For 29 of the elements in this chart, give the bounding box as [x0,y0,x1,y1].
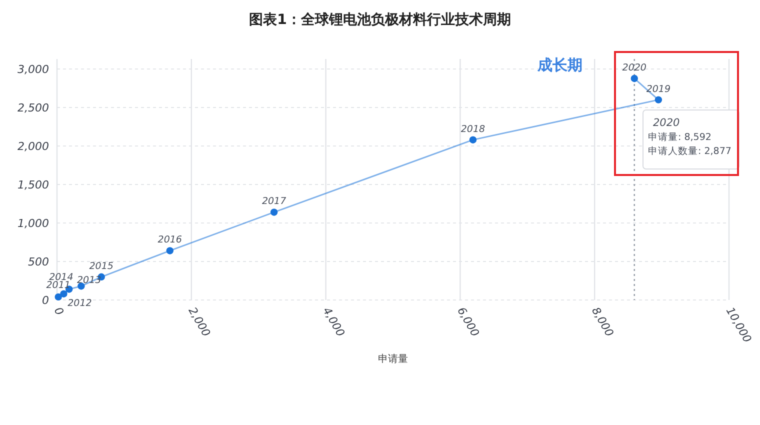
point [630,74,638,82]
point [166,247,174,254]
annotation: 2019 [646,84,671,95]
annotation: 申请人数量: 2,877 [648,145,732,157]
y-tick-label: 500 [28,256,49,268]
chart-title: 图表1：全球锂电池负极材料行业技术周期 [249,12,511,28]
point [469,136,477,144]
y-tick-label: 2,500 [18,102,49,114]
annotation: 成长期 [536,56,582,74]
y-tick-label: 1,000 [18,217,49,230]
annotation: 2012 [68,298,92,309]
annotation: 2015 [89,260,114,272]
annotation: 2018 [460,124,486,135]
annotation: 2016 [158,234,182,246]
point [54,293,62,301]
annotation: 2011 [46,280,70,291]
y-tick-label: 3,000 [18,63,49,76]
point [654,96,662,104]
y-tick-label: 0 [42,294,49,307]
annotation: 2020 [653,117,680,129]
y-tick-label: 1,500 [18,178,49,192]
y-tick-label: 2,000 [18,140,49,153]
point [60,290,68,298]
annotation: 申请量: 8,592 [648,131,712,143]
annotation: 2020 [622,62,646,74]
point [270,208,278,216]
x-tick-label: 0 [51,305,66,318]
x-axis-title: 申请量 [378,353,408,365]
annotation: 2017 [262,196,286,208]
